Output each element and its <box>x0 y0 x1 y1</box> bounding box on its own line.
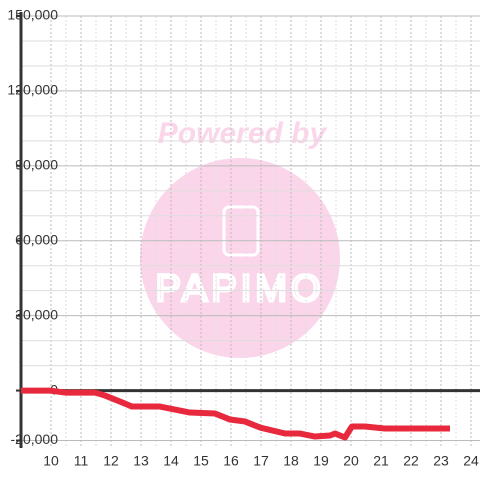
x-tick-label: 13 <box>133 453 149 469</box>
x-tick-label: 21 <box>373 453 389 469</box>
x-tick-label: 17 <box>253 453 269 469</box>
x-tick-label: 18 <box>283 453 299 469</box>
y-tick-label: -20,000 <box>11 431 59 447</box>
x-tick-label: 24 <box>463 453 479 469</box>
x-tick-label: 19 <box>313 453 329 469</box>
x-tick-label: 11 <box>74 453 89 469</box>
x-tick-label: 23 <box>433 453 449 469</box>
watermark-logo: PAPIMO <box>156 268 325 310</box>
plot <box>21 387 450 441</box>
x-tick-label: 16 <box>223 453 239 469</box>
watermark-text: Powered by <box>158 117 328 150</box>
x-tick-label: 10 <box>43 453 59 469</box>
y-tick-label: 90,000 <box>15 157 58 173</box>
y-tick-label: 30,000 <box>15 306 58 322</box>
x-tick-label: 20 <box>343 453 359 469</box>
y-tick-label: 120,000 <box>7 82 58 98</box>
x-tick-label: 22 <box>403 453 419 469</box>
line-series <box>21 387 450 441</box>
x-tick-label: 14 <box>163 453 179 469</box>
watermark-icon <box>222 205 260 257</box>
x-tick-label: 12 <box>103 453 119 469</box>
watermark-circle <box>140 158 340 358</box>
watermark: Powered by PAPIMO <box>140 117 340 358</box>
y-tick-label: 150,000 <box>7 7 58 23</box>
grid: 101112131415161718192021222324-20,000030… <box>7 7 480 469</box>
x-tick-label: 15 <box>193 453 209 469</box>
y-tick-label: 60,000 <box>15 231 58 247</box>
